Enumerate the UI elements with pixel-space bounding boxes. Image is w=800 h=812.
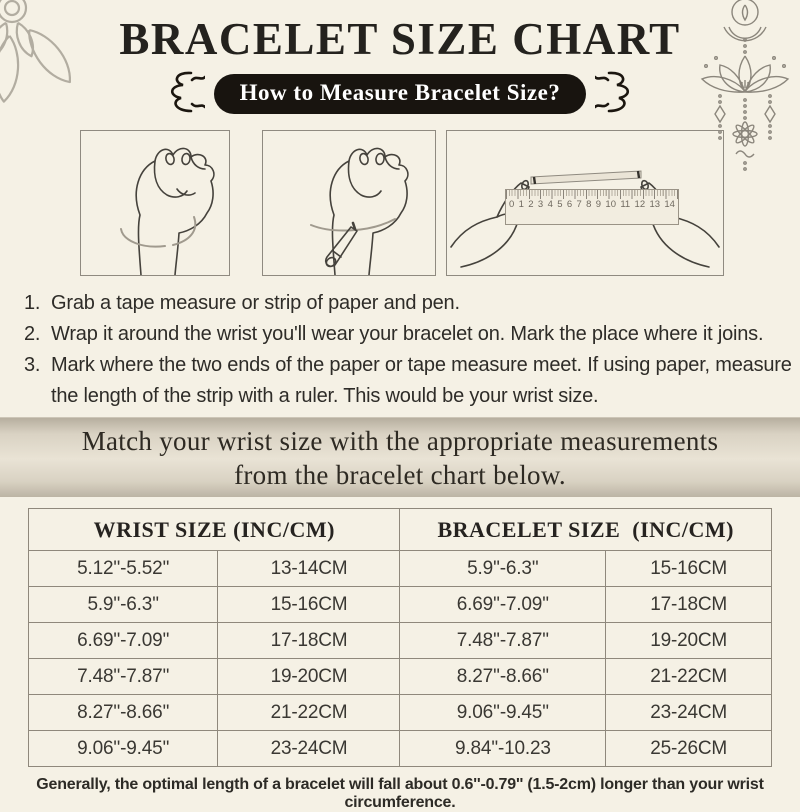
table-row: 7.48''-7.87'' 19-20CM 8.27''-8.66'' 21-2… — [27, 658, 772, 695]
cell-bracelet-inch: 6.69''-7.09'' — [399, 586, 607, 623]
table-header-row: WRIST SIZE (INC/CM) BRACELET SIZE (INC/C… — [27, 508, 772, 551]
measuring-steps: 1. Grab a tape measure or strip of paper… — [24, 288, 792, 412]
table-row: 6.69''-7.09'' 17-18CM 7.48''-7.87'' 19-2… — [27, 622, 772, 659]
ruler-number: 14 — [664, 199, 675, 210]
cell-wrist-cm: 21-22CM — [217, 694, 401, 731]
ruler-number: 12 — [634, 199, 646, 210]
step-number: 2. — [24, 323, 41, 345]
cell-wrist-cm: 13-14CM — [217, 550, 401, 587]
ruler: 0 1 2 3 4 5 6 7 8 9 10 11 12 13 14 — [505, 189, 679, 225]
wrist-size-header: WRIST SIZE (INC/CM) — [27, 508, 401, 551]
cell-wrist-cm: 23-24CM — [217, 730, 401, 767]
ruler-number: 9 — [595, 199, 602, 210]
cell-bracelet-cm: 21-22CM — [605, 658, 772, 695]
step-1: 1. Grab a tape measure or strip of paper… — [24, 288, 792, 319]
cell-bracelet-inch: 8.27''-8.66'' — [399, 658, 607, 695]
banner-line-1: Match your wrist size with the appropria… — [81, 425, 719, 456]
ruler-number: 7 — [576, 199, 582, 210]
match-size-banner: Match your wrist size with the appropria… — [0, 417, 800, 497]
cell-bracelet-cm: 23-24CM — [605, 694, 772, 731]
step-2: 2. Wrap it around the wrist you'll wear … — [24, 319, 792, 350]
illustration-hand-with-pen-marking-wrist — [262, 130, 436, 276]
table-row: 8.27''-8.66'' 21-22CM 9.06''-9.45'' 23-2… — [27, 694, 772, 731]
table-row: 5.9''-6.3'' 15-16CM 6.69''-7.09'' 17-18C… — [27, 586, 772, 623]
step-text: Grab a tape measure or strip of paper an… — [51, 292, 460, 314]
illustration-hands-measuring-strip-with-ruler: 0 1 2 3 4 5 6 7 8 9 10 11 12 13 14 — [446, 130, 724, 276]
cell-bracelet-cm: 15-16CM — [605, 550, 772, 587]
banner-line-2: from the bracelet chart below. — [234, 459, 566, 490]
ruler-number: 2 — [528, 199, 534, 210]
cell-wrist-inch: 5.9''-6.3'' — [27, 586, 219, 623]
mandala-flower-icon — [0, 0, 125, 145]
cell-wrist-inch: 9.06''-9.45'' — [27, 730, 219, 767]
cell-bracelet-inch: 7.48''-7.87'' — [399, 622, 607, 659]
how-to-measure-pill: How to Measure Bracelet Size? — [213, 74, 587, 114]
cell-bracelet-inch: 9.84''-10.23 — [399, 730, 607, 767]
cell-wrist-inch: 5.12''-5.52'' — [27, 550, 219, 587]
bracelet-size-header: BRACELET SIZE (INC/CM) — [399, 508, 772, 551]
step-number: 3. — [24, 354, 41, 376]
footnote: Generally, the optimal length of a brace… — [36, 776, 764, 811]
cell-wrist-cm: 17-18CM — [217, 622, 401, 659]
illustration-hand-with-tape-measure — [80, 130, 230, 276]
hanging-lotus-ornament-icon — [680, 0, 800, 177]
cell-bracelet-cm: 25-26CM — [605, 730, 772, 767]
cell-bracelet-inch: 9.06''-9.45'' — [399, 694, 607, 731]
flourish-left-icon — [161, 68, 206, 121]
bracelet-size-table: WRIST SIZE (INC/CM) BRACELET SIZE (INC/C… — [27, 508, 772, 767]
step-3: 3. Mark where the two ends of the paper … — [24, 350, 792, 412]
table-row: 5.12''-5.52'' 13-14CM 5.9''-6.3'' 15-16C… — [27, 550, 772, 587]
step-text: Mark where the two ends of the paper or … — [51, 354, 792, 407]
ruler-number: 6 — [566, 199, 573, 210]
ruler-number: 11 — [620, 199, 631, 210]
step-number: 1. — [24, 292, 41, 314]
ruler-number: 1 — [518, 199, 524, 210]
ruler-number: 0 — [509, 199, 515, 210]
ruler-number: 4 — [547, 199, 553, 210]
cell-bracelet-inch: 5.9''-6.3'' — [399, 550, 607, 587]
ruler-number: 13 — [649, 199, 661, 210]
cell-bracelet-cm: 19-20CM — [605, 622, 772, 659]
cell-wrist-cm: 15-16CM — [217, 586, 401, 623]
page-title: BRACELET SIZE CHART — [119, 14, 681, 64]
ruler-numbers: 0 1 2 3 4 5 6 7 8 9 10 11 12 13 14 — [506, 190, 678, 210]
ruler-number: 5 — [557, 199, 563, 210]
step-text: Wrap it around the wrist you'll wear you… — [51, 323, 764, 345]
cell-bracelet-cm: 17-18CM — [605, 586, 772, 623]
flourish-right-icon — [594, 68, 639, 121]
cell-wrist-inch: 8.27''-8.66'' — [27, 694, 219, 731]
cell-wrist-cm: 19-20CM — [217, 658, 401, 695]
cell-wrist-inch: 7.48''-7.87'' — [27, 658, 219, 695]
ruler-number: 10 — [605, 199, 616, 210]
illustration-row: 0 1 2 3 4 5 6 7 8 9 10 11 12 13 14 — [80, 130, 800, 276]
table-row: 9.06''-9.45'' 23-24CM 9.84''-10.23 25-26… — [27, 730, 772, 767]
ruler-number: 8 — [586, 199, 592, 210]
cell-wrist-inch: 6.69''-7.09'' — [27, 622, 219, 659]
subtitle-row: How to Measure Bracelet Size? — [0, 71, 800, 115]
ruler-number: 3 — [537, 199, 544, 210]
